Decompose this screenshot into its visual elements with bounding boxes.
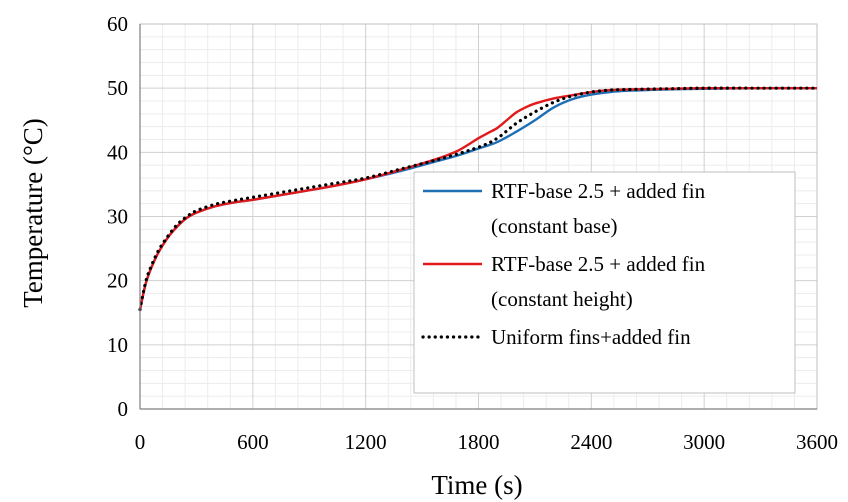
legend-label-1: RTF-base 2.5 + added fin [491, 179, 706, 203]
y-tick-label: 30 [107, 205, 128, 229]
series-layer [138, 86, 819, 312]
legend-label-2: RTF-base 2.5 + added fin [491, 252, 706, 276]
legend: RTF-base 2.5 + added fin (constant base) R… [413, 171, 796, 394]
x-tick-label: 3000 [683, 430, 725, 454]
y-tick-label: 10 [107, 333, 128, 357]
series-line-3 [138, 86, 819, 312]
x-tick-labels: 0 600 1200 1800 2400 3000 3600 [135, 430, 838, 454]
legend-label-3: Uniform fins+added fin [491, 325, 691, 349]
legend-label-1: (constant base) [491, 214, 618, 238]
x-tick-label: 600 [237, 430, 269, 454]
legend-label-2: (constant height) [491, 287, 633, 311]
x-tick-label: 0 [135, 430, 146, 454]
x-axis-title: Time (s) [431, 470, 522, 500]
y-tick-label: 60 [107, 12, 128, 36]
legend-box [413, 171, 796, 394]
y-tick-labels: 0 10 20 30 40 50 60 [107, 12, 128, 421]
x-tick-label: 2400 [570, 430, 612, 454]
axes [139, 24, 817, 410]
y-tick-label: 20 [107, 269, 128, 293]
x-tick-label: 1800 [458, 430, 500, 454]
y-tick-label: 50 [107, 76, 128, 100]
x-tick-label: 1200 [345, 430, 387, 454]
x-tick-label: 3600 [796, 430, 838, 454]
y-axis-title: Temperature (°C) [18, 118, 48, 308]
y-tick-label: 0 [118, 397, 129, 421]
y-tick-label: 40 [107, 140, 128, 164]
